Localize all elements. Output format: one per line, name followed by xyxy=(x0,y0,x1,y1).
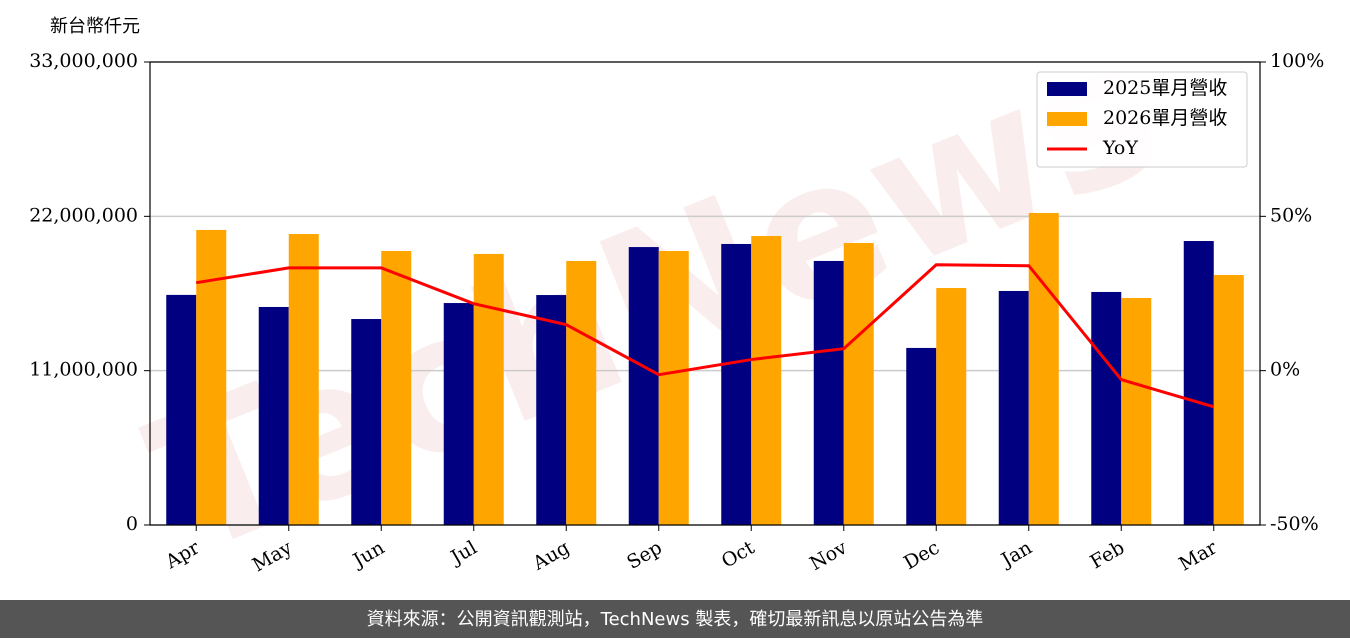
x-tick-label: Feb xyxy=(1086,537,1128,574)
footer-bar xyxy=(0,600,1350,638)
footer-text: 資料來源：公開資訊觀測站，TechNews 製表，確切最新訊息以原站公告為準 xyxy=(367,609,984,630)
bar xyxy=(843,242,874,525)
bar xyxy=(936,288,967,525)
bar xyxy=(566,260,597,525)
y2-tick-label: 0% xyxy=(1270,359,1300,381)
bar xyxy=(998,290,1029,525)
bar xyxy=(473,253,504,525)
legend-label: 2025單月營收 xyxy=(1103,77,1227,99)
y2-tick-label: 50% xyxy=(1270,204,1312,226)
bar xyxy=(443,303,474,525)
legend-swatch xyxy=(1047,82,1087,96)
bar xyxy=(813,260,844,525)
y-axis-label: 新台幣仟元 xyxy=(50,16,140,37)
legend-box xyxy=(1036,71,1248,168)
plot-frame xyxy=(149,61,1261,526)
legend-label: YoY xyxy=(1102,137,1138,159)
x-tick-label: Jul xyxy=(446,537,481,570)
yoy-line xyxy=(196,263,1215,409)
y-tick-label: 11,000,000 xyxy=(29,359,138,381)
bar xyxy=(351,319,382,525)
bar xyxy=(906,347,937,525)
bar xyxy=(288,234,319,525)
bar xyxy=(166,294,197,525)
bar xyxy=(721,243,752,526)
x-tick-label: Nov xyxy=(806,536,851,575)
bar xyxy=(381,250,412,526)
x-tick-label: Mar xyxy=(1175,536,1221,575)
x-tick-label: Oct xyxy=(718,536,759,572)
y2-tick-label: 100% xyxy=(1270,50,1324,72)
x-tick-label: Dec xyxy=(900,537,943,575)
x-tick-label: Sep xyxy=(623,537,666,574)
bar xyxy=(1213,274,1244,525)
bar xyxy=(1091,291,1122,525)
y-tick-label: 0 xyxy=(126,513,138,535)
x-tick-label: Aug xyxy=(528,537,573,576)
bar xyxy=(658,250,689,526)
bar xyxy=(751,235,782,525)
y-tick-label: 22,000,000 xyxy=(29,204,138,226)
legend-label: 2026單月營收 xyxy=(1103,107,1227,129)
bar xyxy=(1121,297,1152,525)
bar xyxy=(628,247,659,525)
y-tick-label: 33,000,000 xyxy=(29,50,138,72)
bar xyxy=(258,306,289,525)
y2-tick-label: -50% xyxy=(1270,513,1319,535)
x-tick-label: Jun xyxy=(348,537,389,573)
bar xyxy=(536,295,567,525)
bar xyxy=(1028,212,1059,525)
legend-swatch xyxy=(1047,112,1087,126)
bar xyxy=(1183,241,1214,525)
x-tick-label: Jan xyxy=(996,537,1036,573)
bar xyxy=(196,229,227,525)
